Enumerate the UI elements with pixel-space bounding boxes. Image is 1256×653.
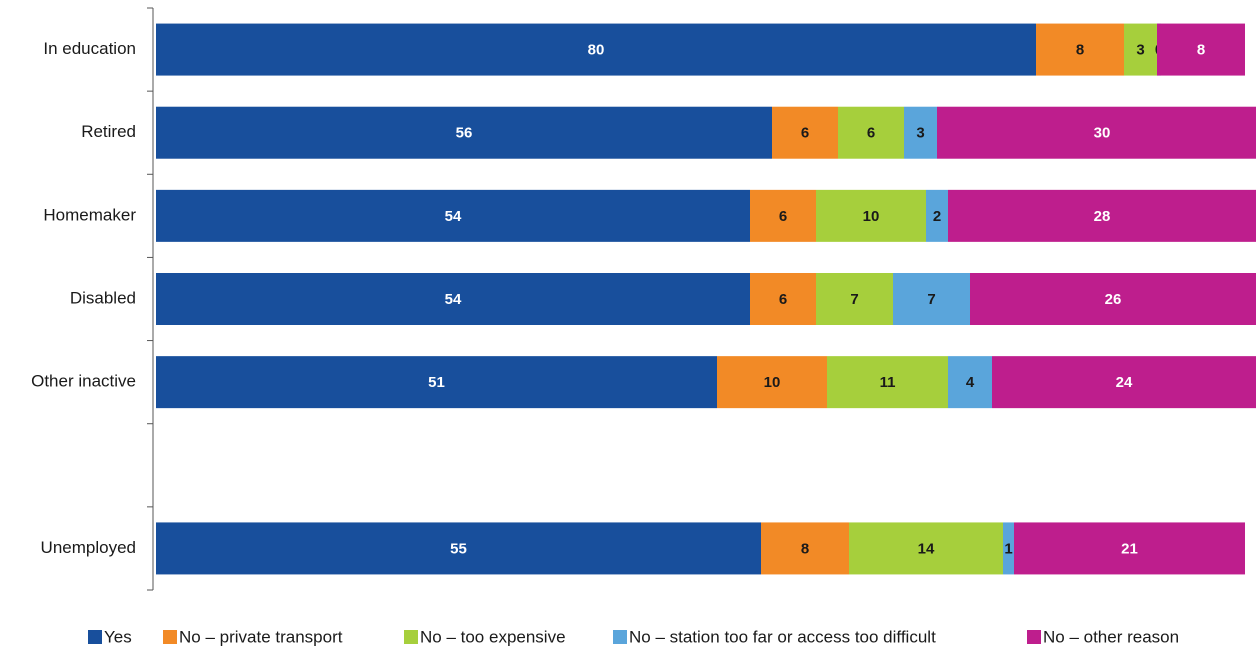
data-label: 55 <box>450 540 467 557</box>
legend-swatch-yes <box>88 630 102 644</box>
data-label: 1 <box>1004 540 1012 557</box>
data-label: 26 <box>1105 291 1122 308</box>
bar-segment-homemaker-no-too-expensive <box>816 189 926 242</box>
legend-label-no-too-expensive: No – too expensive <box>420 627 566 646</box>
data-label: 24 <box>1116 374 1133 391</box>
data-label: 11 <box>880 374 896 391</box>
data-label: 54 <box>445 291 462 308</box>
category-labels: In education Retired Homemaker Disabled Othe… <box>31 39 136 557</box>
category-label-unemployed: Unemployed <box>41 538 136 557</box>
bar-segment-other-inactive-no-station-too-far-or-access-too-difficult <box>948 356 992 409</box>
data-label: 56 <box>456 125 473 142</box>
data-label: 28 <box>1094 208 1111 225</box>
bar-segment-unemployed-yes <box>156 522 761 575</box>
data-label: 10 <box>764 374 781 391</box>
bar-segment-other-inactive-yes <box>156 356 717 409</box>
data-label: 2 <box>933 208 941 225</box>
bar-segment-homemaker-no-other-reason <box>948 189 1256 242</box>
bar-segment-retired-no-other-reason <box>937 106 1256 159</box>
bar-segment-homemaker-no-private-transport <box>750 189 816 242</box>
data-label: 10 <box>863 208 880 225</box>
bar-segment-in-education-yes <box>156 23 1036 76</box>
bar-segment-in-education-no-too-expensive <box>1124 23 1157 76</box>
legend-label-no-other-reason: No – other reason <box>1043 627 1179 646</box>
data-label: 6 <box>779 208 787 225</box>
bar-segment-disabled-no-too-expensive <box>816 273 893 325</box>
data-label: 4 <box>966 374 975 391</box>
data-label: 14 <box>918 540 935 557</box>
data-label: 8 <box>1076 42 1084 59</box>
category-label-retired: Retired <box>81 122 136 141</box>
data-label: 7 <box>850 291 858 308</box>
data-label: 8 <box>801 540 809 557</box>
data-label: 8 <box>1197 42 1205 59</box>
legend-label-no-private-transport: No – private transport <box>179 627 343 646</box>
data-label: 21 <box>1121 540 1138 557</box>
bar-segment-other-inactive-no-private-transport <box>717 356 827 409</box>
bars-group: 8083085666330546102285467726511011424558… <box>156 23 1256 575</box>
bar-segment-disabled-yes <box>156 273 750 325</box>
legend-label-no-station-too-far-or-access-too-difficult: No – station too far or access too diffi… <box>629 627 936 646</box>
bar-segment-retired-no-station-too-far-or-access-too-difficult <box>904 106 937 159</box>
data-label: 3 <box>916 125 924 142</box>
data-label: 6 <box>801 125 809 142</box>
y-axis <box>147 7 154 591</box>
legend: Yes No – private transport No – too expens… <box>88 627 1179 646</box>
category-label-other-inactive: Other inactive <box>31 372 136 391</box>
bar-segment-other-inactive-no-too-expensive <box>827 356 948 409</box>
bar-segment-disabled-no-private-transport <box>750 273 816 325</box>
bar-segment-homemaker-no-station-too-far-or-access-too-difficult <box>926 189 948 242</box>
data-label: 3 <box>1136 42 1144 59</box>
legend-swatch-no-private-transport <box>163 630 177 644</box>
data-label: 30 <box>1094 125 1111 142</box>
bar-segment-retired-no-too-expensive <box>838 106 904 159</box>
bar-segment-disabled-no-other-reason <box>970 273 1256 325</box>
category-label-homemaker: Homemaker <box>43 205 136 224</box>
bar-segment-homemaker-yes <box>156 189 750 242</box>
bar-segment-retired-no-private-transport <box>772 106 838 159</box>
bar-segment-other-inactive-no-other-reason <box>992 356 1256 409</box>
category-label-in-education: In education <box>43 39 136 58</box>
data-label: 51 <box>428 374 445 391</box>
data-label: 6 <box>779 291 787 308</box>
data-label: 80 <box>588 42 605 59</box>
bar-segment-in-education-no-private-transport <box>1036 23 1124 76</box>
data-label: 7 <box>927 291 935 308</box>
legend-swatch-no-too-expensive <box>404 630 418 644</box>
data-label: 54 <box>445 208 462 225</box>
category-label-disabled: Disabled <box>70 288 136 307</box>
bar-segment-unemployed-no-station-too-far-or-access-too-difficult <box>1003 522 1014 575</box>
bar-segment-unemployed-no-too-expensive <box>849 522 1003 575</box>
legend-label-yes: Yes <box>104 627 132 646</box>
bar-segment-unemployed-no-private-transport <box>761 522 849 575</box>
bar-segment-unemployed-no-other-reason <box>1014 522 1245 575</box>
legend-swatch-no-other-reason <box>1027 630 1041 644</box>
data-label: 6 <box>867 125 875 142</box>
legend-swatch-no-station-too-far-or-access-too-difficult <box>613 630 627 644</box>
bar-segment-retired-yes <box>156 106 772 159</box>
bar-segment-in-education-no-other-reason <box>1157 23 1245 76</box>
bar-segment-disabled-no-station-too-far-or-access-too-difficult <box>893 273 970 325</box>
